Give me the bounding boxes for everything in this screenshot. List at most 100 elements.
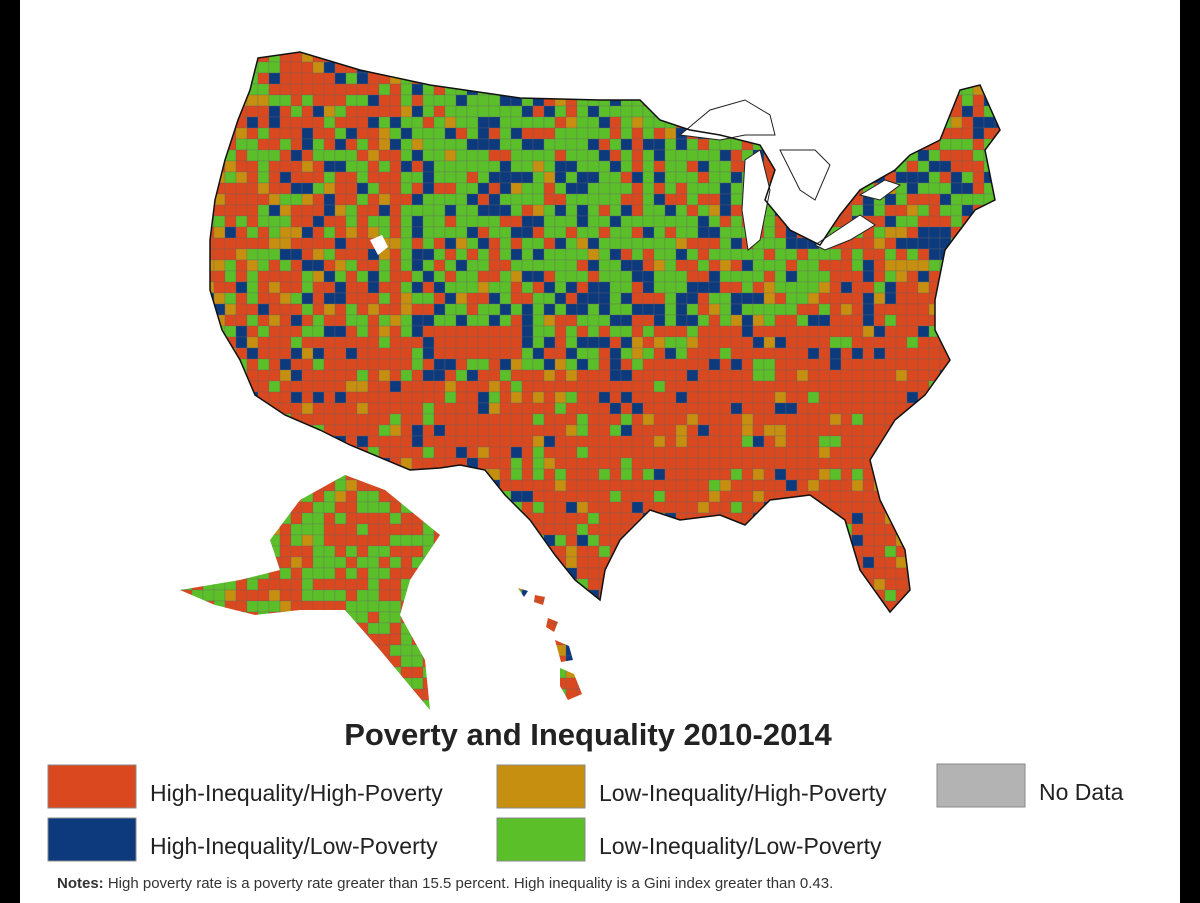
county xyxy=(796,52,809,63)
county xyxy=(499,116,512,129)
county xyxy=(345,391,358,404)
county xyxy=(444,94,457,107)
county xyxy=(917,248,930,261)
county xyxy=(477,105,490,118)
county xyxy=(873,457,886,470)
county xyxy=(741,490,754,503)
county xyxy=(884,347,897,360)
county xyxy=(752,545,765,558)
county xyxy=(180,644,193,657)
county xyxy=(565,600,578,613)
county xyxy=(554,248,567,261)
county xyxy=(1006,62,1017,73)
county xyxy=(709,40,720,51)
county xyxy=(246,116,259,129)
county xyxy=(224,446,237,459)
county xyxy=(400,556,413,569)
county xyxy=(521,52,534,63)
county xyxy=(180,468,193,481)
county xyxy=(675,534,688,547)
county xyxy=(961,259,974,272)
county xyxy=(213,105,226,118)
county xyxy=(433,369,446,382)
county xyxy=(818,94,831,107)
county xyxy=(808,40,819,51)
county xyxy=(455,127,468,140)
county xyxy=(642,336,655,349)
county xyxy=(642,182,655,195)
county xyxy=(477,655,490,668)
county xyxy=(202,622,215,635)
county xyxy=(290,666,303,679)
county xyxy=(752,468,765,481)
county xyxy=(587,523,600,536)
county xyxy=(785,336,798,349)
county xyxy=(191,52,204,63)
county xyxy=(224,369,237,382)
county xyxy=(532,127,545,140)
county xyxy=(401,40,412,51)
county xyxy=(675,479,688,492)
county xyxy=(301,655,314,668)
county xyxy=(444,182,457,195)
county xyxy=(797,40,808,51)
county xyxy=(235,413,248,426)
county xyxy=(972,193,985,206)
county xyxy=(829,380,842,393)
county xyxy=(378,479,391,492)
county xyxy=(543,611,556,624)
county xyxy=(807,479,820,492)
county xyxy=(378,369,391,382)
county xyxy=(422,402,435,415)
county xyxy=(610,40,621,51)
county xyxy=(268,567,281,580)
county xyxy=(774,413,787,426)
county xyxy=(246,600,259,613)
county xyxy=(180,226,193,239)
county xyxy=(1006,700,1017,711)
county xyxy=(323,138,336,151)
county xyxy=(972,633,985,646)
county xyxy=(653,314,666,327)
county xyxy=(268,490,281,503)
county xyxy=(928,479,941,492)
county xyxy=(246,490,259,503)
county xyxy=(499,479,512,492)
county xyxy=(543,182,556,195)
county xyxy=(587,512,600,525)
county xyxy=(180,655,193,668)
county xyxy=(378,116,391,129)
county xyxy=(290,479,303,492)
county xyxy=(378,314,391,327)
county xyxy=(180,600,182,613)
county xyxy=(961,94,974,107)
county xyxy=(664,699,677,710)
county xyxy=(851,666,864,679)
county xyxy=(510,468,523,481)
county xyxy=(598,402,611,415)
county xyxy=(246,633,259,646)
county xyxy=(312,215,325,228)
county xyxy=(345,281,358,294)
county xyxy=(433,556,446,569)
county xyxy=(411,633,424,646)
county xyxy=(279,677,292,690)
county xyxy=(554,182,567,195)
county xyxy=(774,622,787,635)
county xyxy=(598,644,611,657)
county xyxy=(950,699,963,710)
county xyxy=(620,589,633,602)
county xyxy=(488,259,501,272)
county xyxy=(807,204,820,217)
county xyxy=(444,677,457,690)
county xyxy=(972,666,985,679)
county xyxy=(356,94,369,107)
county xyxy=(213,490,226,503)
county xyxy=(785,270,798,283)
county xyxy=(851,138,864,151)
county xyxy=(961,523,974,536)
county xyxy=(796,589,809,602)
county xyxy=(873,633,886,646)
county xyxy=(301,270,314,283)
county xyxy=(290,512,303,525)
